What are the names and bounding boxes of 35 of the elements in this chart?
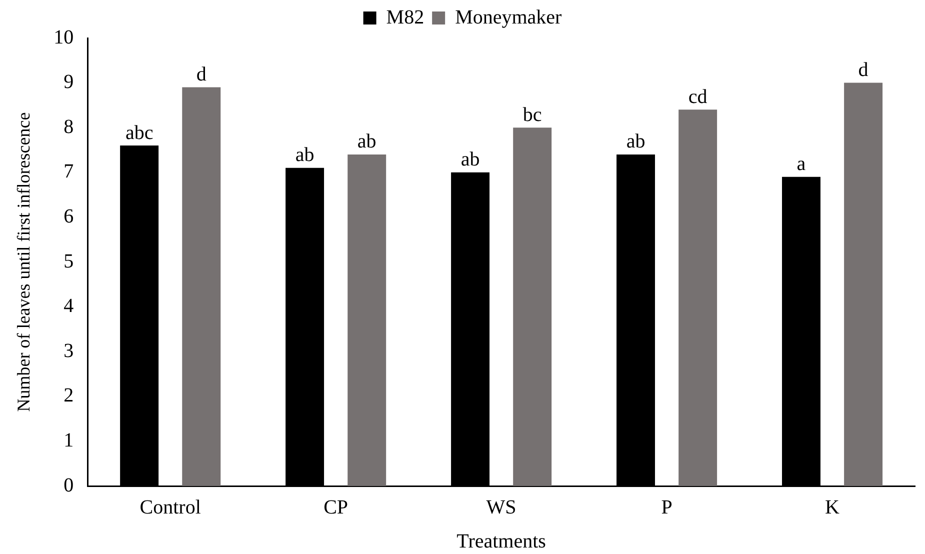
y-tick-label: 3	[64, 340, 74, 362]
x-tick-label: CP	[324, 496, 348, 518]
legend-label: Moneymaker	[455, 6, 562, 28]
data-label: abc	[125, 122, 154, 144]
data-label: cd	[688, 86, 708, 108]
data-label: d	[196, 64, 206, 86]
y-tick-label: 4	[64, 295, 74, 318]
bar	[844, 82, 883, 486]
y-tick-label: 10	[54, 26, 74, 48]
data-label: a	[796, 153, 806, 176]
data-label: d	[858, 59, 868, 82]
x-tick-label: WS	[486, 496, 516, 518]
y-tick-label: 7	[64, 160, 74, 183]
legend-label: M82	[386, 6, 424, 28]
bar	[678, 110, 718, 486]
y-tick-label: 5	[64, 250, 74, 272]
data-label: bc	[522, 104, 542, 126]
y-tick-label: 8	[64, 116, 74, 138]
data-label: ab	[295, 144, 314, 166]
data-label: ab	[460, 148, 480, 171]
y-tick-label: 2	[64, 384, 74, 407]
y-tick-label: 6	[64, 205, 74, 228]
y-tick-label: 0	[64, 474, 74, 496]
bar	[348, 154, 386, 486]
x-tick-label: P	[661, 496, 672, 518]
data-label: ab	[357, 130, 376, 153]
x-axis-title: Treatments	[456, 530, 546, 552]
y-tick-label: 1	[64, 429, 74, 452]
bar	[513, 128, 552, 486]
y-tick-label: 9	[64, 71, 74, 94]
y-axis-title: Number of leaves until first inflorescence	[14, 112, 34, 412]
bar	[182, 87, 221, 486]
data-label: ab	[626, 130, 646, 153]
x-tick-label: K	[825, 496, 840, 518]
x-tick-label: Control	[140, 496, 202, 518]
